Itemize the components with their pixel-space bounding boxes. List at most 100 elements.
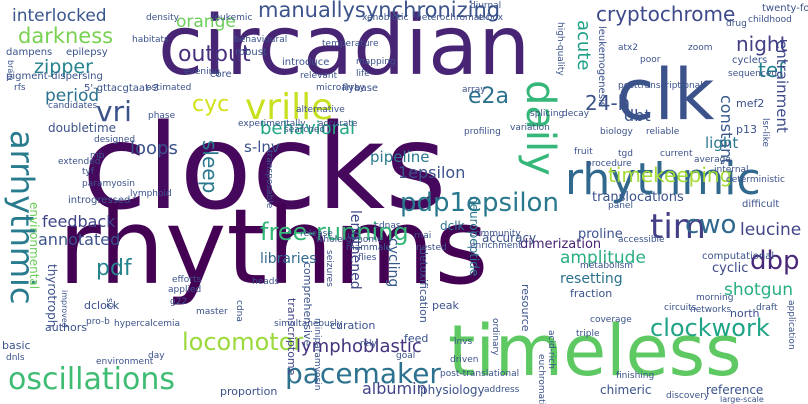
cloud-word: post-translational (440, 369, 520, 379)
cloud-word: north (730, 307, 760, 320)
cloud-word: basic (2, 339, 31, 352)
cloud-word: vrille (245, 87, 334, 128)
cloud-word: coverage (590, 315, 632, 325)
cloud-word: evening (184, 67, 221, 77)
cloud-word: seizures (324, 250, 334, 287)
cloud-word: shotgun (724, 280, 794, 300)
cloud-word: leukemic (212, 13, 253, 23)
cloud-word: clockwork (650, 314, 770, 342)
cloud-word: average (694, 155, 731, 165)
cloud-word: pacemaker (285, 357, 441, 390)
cloud-word: phase (148, 111, 176, 121)
cloud-word: euchromatic (536, 354, 546, 404)
cloud-word: miniparamyosin (312, 318, 322, 391)
cloud-word: alternative (296, 105, 345, 115)
cloud-word: enrichment (470, 241, 522, 251)
cloud-word: resource (519, 284, 532, 332)
cloud-word: cdnas (374, 221, 401, 231)
cloud-word: 24-h (585, 91, 631, 115)
cloud-word: lsr-like (760, 118, 770, 147)
cloud-word: networks (690, 305, 732, 315)
cloud-word: lymphoid (130, 189, 172, 199)
cloud-word: pipeline (370, 148, 430, 166)
cloud-word: physiology (420, 383, 485, 397)
cloud-word: searched (284, 125, 326, 135)
cloud-word: translocations (592, 190, 684, 205)
cloud-word: relevant (300, 71, 338, 81)
cloud-word: cyc (192, 92, 230, 117)
cloud-word: clocks (82, 98, 447, 236)
cloud-word: acute (573, 20, 594, 71)
cloud-word: reference (706, 383, 764, 397)
cloud-word: g22 (170, 297, 188, 307)
cloud-word: hypercalcemia (114, 319, 181, 329)
cloud-word: pdp1epsilon (400, 188, 559, 218)
cloud-word: epilepsy (66, 47, 108, 58)
cloud-word: libraries (260, 251, 317, 267)
cloud-word: cryptochrome (596, 2, 736, 26)
cloud-word: interlocked (12, 6, 107, 26)
cloud-word: cyclic (712, 261, 749, 276)
cloud-word: timeless (448, 310, 742, 392)
cloud-word: ordinary (490, 318, 500, 356)
cloud-word: dampens (6, 47, 53, 58)
cloud-word: posttranscriptional (618, 81, 703, 91)
cloud-word: density (146, 13, 179, 23)
cloud-word: e2a (468, 84, 510, 109)
cloud-word: pro-b (86, 317, 110, 327)
cloud-word: resetting (560, 271, 623, 287)
cloud-word: mammals (346, 243, 391, 253)
cloud-word: p13 (736, 123, 757, 136)
cloud-word: transposable (264, 150, 274, 209)
cloud-word: pdf (96, 256, 132, 281)
cloud-word: release (300, 229, 333, 239)
cloud-word: habitats (132, 35, 169, 45)
cloud-word: peak (432, 299, 459, 312)
cloud-word: flies (358, 253, 377, 263)
cloud-word: fruit (574, 147, 593, 157)
cloud-word: s2 (104, 298, 114, 309)
cloud-word: diurnal (470, 1, 502, 11)
cloud-word: dnls (6, 353, 25, 363)
cloud-word: free-running (260, 218, 409, 246)
cloud-word: internal (714, 165, 749, 175)
cloud-word: detoxification (417, 248, 430, 323)
cloud-word: atx2 (618, 43, 639, 53)
cloud-word: biology (600, 127, 633, 137)
cloud-word: metabolism (580, 261, 634, 271)
cloud-word: output (178, 42, 251, 67)
cloud-word: microarray (316, 83, 365, 93)
cloud-word: morning (696, 293, 734, 303)
cloud-word: annotated (38, 230, 121, 249)
cloud-word: discovery (666, 391, 710, 401)
cloud-word: e-box (478, 13, 504, 23)
cloud-word: decay (562, 109, 590, 119)
cloud-word: address (484, 385, 520, 395)
cloud-word: efforts (172, 275, 202, 285)
cloud-word: dbt (624, 106, 651, 125)
cloud-word: chimeric (600, 383, 652, 397)
cloud-word: oscillations (8, 362, 175, 397)
cloud-word: twenty-four (762, 3, 808, 14)
cloud-word: rhythmic (565, 154, 761, 205)
cloud-word: environmental (27, 202, 41, 290)
cloud-word: lnvs (454, 337, 473, 347)
cloud-word: day (148, 351, 165, 361)
cloud-word: curation (330, 319, 376, 332)
cloud-word: environment (96, 357, 154, 367)
cloud-word: master (196, 307, 228, 317)
cloud-word: simultaneously (274, 319, 343, 329)
cloud-word: tim (650, 207, 706, 247)
cloud-word: deterministic (726, 175, 785, 185)
cloud-word: panel (608, 201, 633, 211)
cloud-word: circuits (664, 303, 697, 313)
cloud-word: driven (450, 355, 479, 365)
cloud-word: splicing (530, 109, 565, 119)
cloud-word: mb (90, 151, 105, 161)
cloud-word: clk (616, 54, 715, 136)
cloud-word: s-lnv (244, 138, 280, 156)
cloud-word: robust (235, 47, 267, 58)
cloud-word: introduce (282, 57, 330, 68)
cloud-word: thyrotroph (45, 264, 59, 328)
